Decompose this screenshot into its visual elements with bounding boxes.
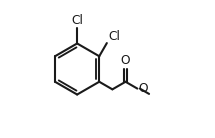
Text: O: O xyxy=(121,54,130,67)
Text: O: O xyxy=(138,82,148,95)
Text: Cl: Cl xyxy=(71,14,83,27)
Text: Cl: Cl xyxy=(108,30,120,43)
